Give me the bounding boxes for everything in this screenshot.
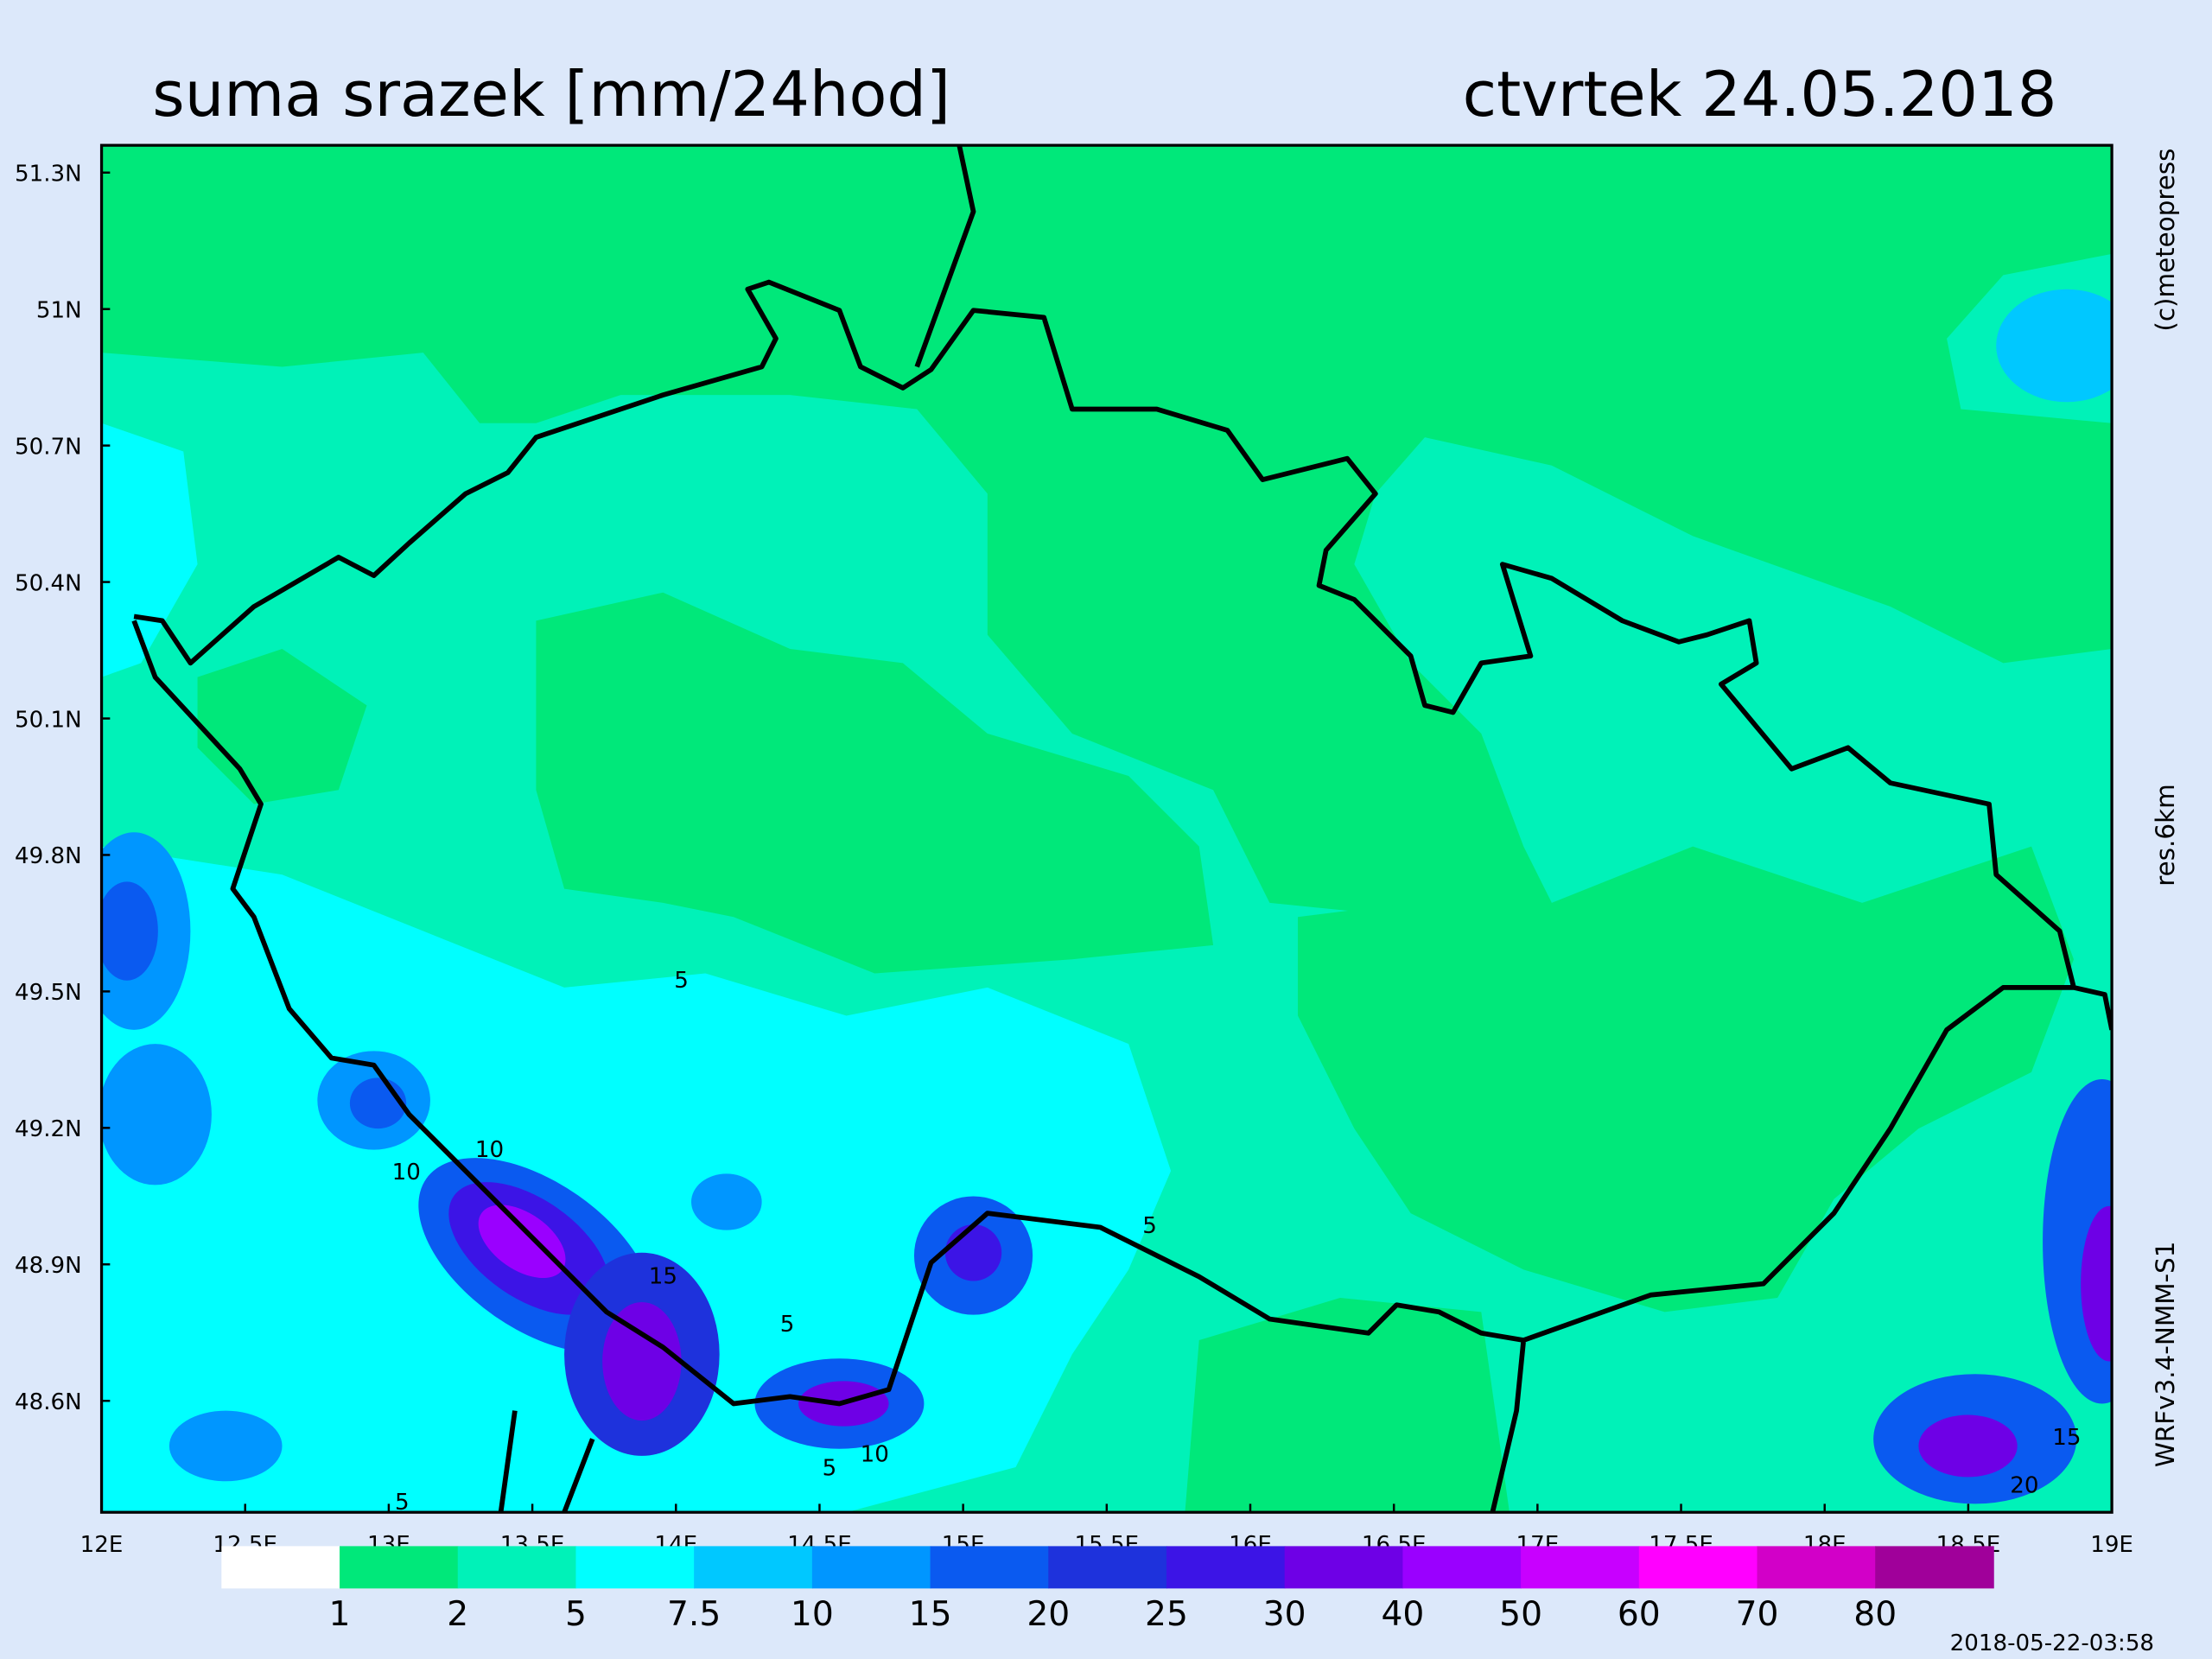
- field-blob: [101, 1044, 212, 1185]
- borders: [131, 145, 2113, 1513]
- ticks: 12E 12.5E 13E 13.5E 14E 14.5E 15E 15.5E 16E 16.5E…: [15, 162, 2133, 1558]
- colorbar-swatch: [221, 1546, 340, 1589]
- colorbar-swatch: [1284, 1546, 1404, 1589]
- colorbar-label: 50: [1499, 1595, 1542, 1634]
- colorbar-label: 5: [565, 1595, 587, 1634]
- colorbar-label: 2: [447, 1595, 468, 1634]
- colorbar-label: 40: [1381, 1595, 1424, 1634]
- lat-tick-label: 51.3N: [15, 162, 82, 188]
- field-blob: [944, 1224, 1002, 1281]
- field-blob: [2081, 1205, 2113, 1362]
- field-blob: [602, 1301, 682, 1421]
- border-line: [131, 145, 2113, 1513]
- field-area: [1185, 1298, 1510, 1513]
- field-blob: [168, 1410, 283, 1482]
- lon-tick-label: 12E: [80, 1532, 124, 1558]
- contour-label: 5: [1142, 1213, 1157, 1239]
- lat-tick-label: 49.8N: [15, 843, 82, 869]
- side-texts: (c)meteopress res.6km WRFv3.4-NMM-S1: [2151, 149, 2180, 1468]
- contour-label: 5: [674, 968, 689, 994]
- lon-tick-label: 19E: [2090, 1532, 2133, 1558]
- field-area: [536, 592, 1214, 974]
- colorbar-swatch: [1048, 1546, 1167, 1589]
- colorbar-label: 60: [1618, 1595, 1661, 1634]
- colorbar-label: 20: [1027, 1595, 1070, 1634]
- field-area: [101, 145, 2113, 918]
- colorbar-swatch: [1638, 1546, 1758, 1589]
- colorbar-label: 25: [1145, 1595, 1188, 1634]
- colorbar-swatch: [1402, 1546, 1522, 1589]
- field-area: [101, 423, 198, 677]
- timestamp: 2018-05-22-03:58: [1950, 1630, 2154, 1656]
- colorbar-label: 1: [329, 1595, 351, 1634]
- contour-label: 15: [2052, 1425, 2081, 1451]
- colorbar-swatch: [694, 1546, 813, 1589]
- title: suma srazek [mm/24hod]: [152, 58, 950, 130]
- contour-label: 5: [823, 1456, 837, 1482]
- colorbar-swatch: [575, 1546, 695, 1589]
- lat-tick-label: 49.5N: [15, 980, 82, 1006]
- colorbar-swatch: [457, 1546, 577, 1589]
- colorbar: 1 2 5 7.5 10 15 20 25 30 40 50 60 70 80: [221, 1546, 1994, 1634]
- colorbar-label: 15: [909, 1595, 952, 1634]
- colorbar-swatch: [1875, 1546, 1994, 1589]
- field-area: [1298, 846, 2074, 1313]
- contour-label: 10: [861, 1441, 889, 1467]
- side-text: WRFv3.4-NMM-S1: [2151, 1242, 2180, 1468]
- date: ctvrtek 24.05.2018: [1463, 58, 2057, 130]
- colorbar-swatch: [1166, 1546, 1286, 1589]
- side-text: res.6km: [2151, 784, 2180, 886]
- colorbar-swatch: [930, 1546, 1050, 1589]
- colorbar-swatch: [340, 1546, 459, 1589]
- side-text: (c)meteopress: [2151, 149, 2180, 332]
- field-blob: [478, 1205, 566, 1279]
- colorbar-swatch: [1521, 1546, 1640, 1589]
- field-blob: [1918, 1414, 2018, 1478]
- colorbar-swatch: [1757, 1546, 1877, 1589]
- field-blob: [691, 1173, 762, 1230]
- field-blob: [101, 881, 158, 981]
- lat-tick-label: 50.1N: [15, 707, 82, 733]
- contour-label: 10: [392, 1160, 421, 1185]
- contour-label: 5: [780, 1312, 795, 1338]
- colorbar-label: 10: [791, 1595, 834, 1634]
- lat-tick-label: 50.7N: [15, 434, 82, 460]
- colorbar-label: 80: [1853, 1595, 1897, 1634]
- lat-tick-label: 50.4N: [15, 570, 82, 596]
- contour-label: 15: [649, 1264, 677, 1290]
- colorbar-label: 7.5: [667, 1595, 721, 1634]
- lat-tick-label: 48.9N: [15, 1253, 82, 1279]
- colorbar-swatch: [811, 1546, 931, 1589]
- field-blob: [349, 1077, 407, 1129]
- colorbar-label: 70: [1736, 1595, 1779, 1634]
- lat-tick-label: 51N: [36, 297, 82, 323]
- colorbar-label: 30: [1263, 1595, 1306, 1634]
- contour-label: 20: [2010, 1472, 2038, 1498]
- lat-tick-label: 49.2N: [15, 1116, 82, 1142]
- precip-field: 5 10 10 15 5 5 10 5 5 15 20: [101, 145, 2113, 1516]
- contour-label: 10: [475, 1137, 504, 1163]
- lat-tick-label: 48.6N: [15, 1389, 82, 1415]
- contour-labels: 5 10 10 15 5 5 10 5 5 15 20: [392, 968, 2082, 1516]
- field-blob: [1996, 289, 2113, 403]
- contour-label: 5: [395, 1490, 410, 1516]
